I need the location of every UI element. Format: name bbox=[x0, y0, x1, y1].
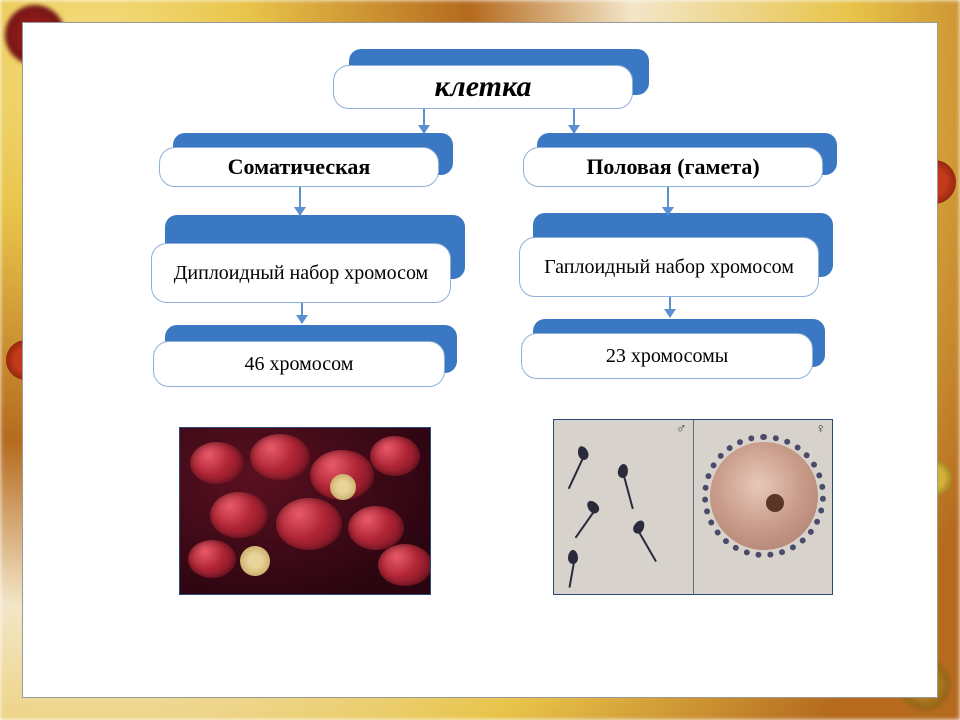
flow-arrow bbox=[669, 297, 671, 317]
diploid-label: Диплоидный набор хромосом bbox=[174, 262, 428, 285]
flow-arrow bbox=[301, 303, 303, 323]
haploid-count-label: 23 хромосомы bbox=[606, 345, 728, 368]
node-label-box: 46 хромосом bbox=[153, 341, 445, 387]
gamete-label: Половая (гамета) bbox=[586, 154, 759, 179]
slide-frame: клетка Соматическая Диплоидный набор хро… bbox=[22, 22, 938, 698]
blood-cells-image bbox=[179, 427, 431, 595]
root-label: клетка bbox=[435, 70, 532, 105]
egg-panel: ♀ bbox=[694, 420, 833, 594]
flow-arrow bbox=[423, 109, 425, 133]
flow-arrow bbox=[573, 109, 575, 133]
flow-arrow bbox=[667, 187, 669, 215]
flow-arrow bbox=[299, 187, 301, 215]
male-symbol: ♂ bbox=[676, 422, 687, 438]
node-label-box: 23 хромосомы bbox=[521, 333, 813, 379]
node-label-box: Половая (гамета) bbox=[523, 147, 823, 187]
somatic-label: Соматическая bbox=[228, 154, 371, 179]
female-symbol: ♀ bbox=[816, 422, 827, 438]
node-label-box: Соматическая bbox=[159, 147, 439, 187]
cell-hierarchy-diagram: клетка Соматическая Диплоидный набор хро… bbox=[63, 47, 897, 673]
node-label-box: Диплоидный набор хромосом bbox=[151, 243, 451, 303]
diploid-count-label: 46 хромосом bbox=[245, 353, 354, 376]
haploid-label: Гаплоидный набор хромосом bbox=[544, 256, 794, 279]
node-label-box: Гаплоидный набор хромосом bbox=[519, 237, 819, 297]
sperm-panel: ♂ bbox=[554, 420, 694, 594]
gametes-image: ♂ ♀ bbox=[553, 419, 833, 595]
root-label-box: клетка bbox=[333, 65, 633, 109]
